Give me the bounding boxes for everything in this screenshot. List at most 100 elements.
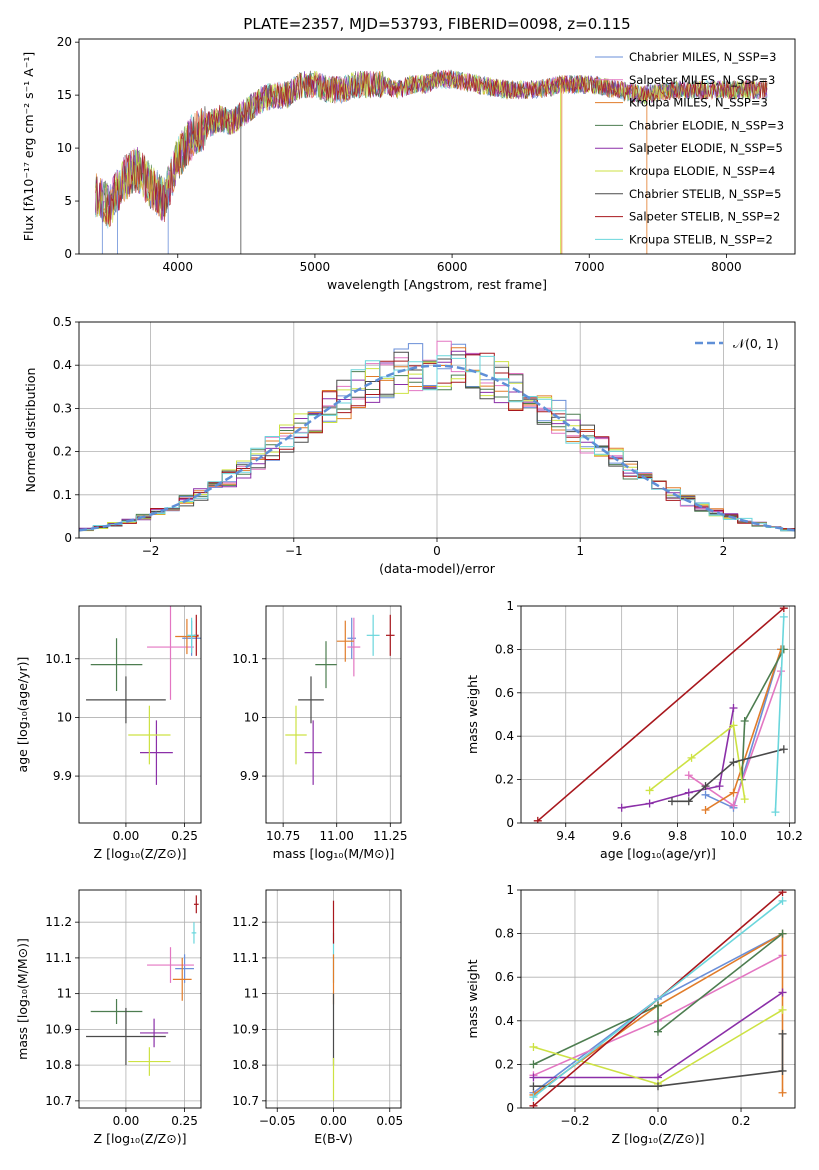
residual-legend: 𝒩(0, 1) (695, 336, 779, 351)
legend-label: Salpeter MILES, N_SSP=3 (629, 73, 775, 87)
x-axis-label: age [log₁₀(age/yr)] (600, 846, 716, 861)
x-tick-label: 6000 (437, 260, 468, 274)
weight-point (778, 890, 787, 897)
x-tick-label: 0 (433, 544, 441, 558)
weight-line (533, 1033, 784, 1087)
x-axis-label: wavelength [Angstrom, rest frame] (327, 277, 547, 292)
plot-area-age_vs_Z (86, 606, 201, 785)
weight-point (701, 782, 710, 791)
y-tick-label: 0.2 (495, 773, 514, 787)
x-tick-label: 4000 (162, 260, 193, 274)
axes-weight_vs_Z: −0.2 0.0 0.2 0 0.2 0.4 0.6 0.8 1 Z [log₁₀(Z/Z⊙)] m… (465, 883, 796, 1146)
x-tick-label: 0.25 (171, 829, 198, 843)
y-tick-label: 10 (57, 141, 72, 155)
plot-area-spectrum (95, 69, 768, 254)
plot-area-mass_vs_Z (86, 895, 199, 1076)
legend-label: Kroupa MILES, N_SSP=3 (629, 96, 768, 110)
x-tick-label: 0.2 (731, 1114, 750, 1128)
plot-area-weight_vs_Z (529, 890, 787, 1108)
axes-frame (520, 605, 796, 824)
x-tick-label: 5000 (300, 260, 331, 274)
y-axis-label: Flux [fλ10⁻¹⁷ erg cm⁻² s⁻¹ A⁻¹] (21, 52, 36, 241)
y-axis-label: age [log₁₀(age/yr)] (15, 657, 30, 773)
plot-area-age_vs_mass (285, 614, 395, 785)
y-tick-label: 0 (64, 531, 72, 545)
x-tick-label: 2 (720, 544, 728, 558)
x-tick-label: 9.8 (668, 829, 687, 843)
weight-point (529, 1042, 538, 1051)
weight-point (654, 1001, 662, 1010)
weight-point (684, 797, 693, 806)
weight-point (729, 703, 738, 712)
weight-point (729, 788, 738, 797)
axes-frame (78, 605, 202, 824)
x-tick-label: 0.25 (171, 1114, 198, 1128)
weight-point (654, 1082, 662, 1091)
y-tick-label: 10.1 (45, 652, 72, 666)
weight-point (684, 788, 693, 797)
y-tick-label: 11 (244, 987, 259, 1001)
x-tick-label: 9.4 (556, 829, 575, 843)
x-tick-label: −0.2 (560, 1114, 589, 1128)
weight-point (729, 801, 738, 810)
spectrum-line (95, 70, 768, 223)
histogram-series (79, 355, 795, 538)
normal-curve (79, 364, 795, 532)
x-axis-label: Z [log₁₀(Z/Z⊙)] (94, 1131, 187, 1146)
x-tick-label: 10.75 (266, 829, 300, 843)
y-tick-label: 0.3 (53, 401, 72, 415)
weight-point (529, 1060, 538, 1069)
plot-area-residuals (79, 340, 795, 538)
axes-frame (78, 321, 796, 539)
weight-line (649, 723, 746, 800)
weight-point (740, 717, 749, 726)
x-tick-label: 9.6 (612, 829, 631, 843)
x-tick-label: 0.00 (113, 829, 140, 843)
y-tick-label: 10.9 (232, 1022, 259, 1036)
x-axis-label: Z [log₁₀(Z/Z⊙)] (94, 846, 187, 861)
y-axis-label: mass weight (465, 675, 480, 754)
weight-point (729, 721, 738, 730)
y-tick-label: 0 (64, 247, 72, 261)
weight-point (533, 816, 542, 823)
legend-label: Salpeter ELODIE, N_SSP=5 (629, 141, 783, 155)
y-tick-label: 11.1 (232, 951, 259, 965)
y-axis-label: Normed distribution (23, 368, 38, 493)
x-tick-label: 0.00 (113, 1114, 140, 1128)
y-tick-label: 11.1 (45, 951, 72, 965)
y-axis-label: mass weight (465, 959, 480, 1038)
axes-age_vs_Z: 0.00 0.25 9.9 10 10.1 Z [log₁₀(Z/Z⊙)] age [log… (15, 605, 202, 861)
y-tick-label: 1 (506, 599, 514, 613)
y-tick-label: 15 (57, 88, 72, 102)
x-tick-label: 11.00 (320, 829, 354, 843)
x-tick-label: 8000 (711, 260, 742, 274)
y-tick-label: 11.2 (232, 915, 259, 929)
y-tick-label: 10.7 (45, 1094, 72, 1108)
x-tick-label: 1 (576, 544, 584, 558)
weight-point (645, 799, 654, 808)
x-axis-label: (data-model)/error (379, 561, 496, 576)
weight-point (771, 808, 780, 817)
x-axis-label: E(B-V) (314, 1131, 353, 1146)
weight-point (778, 929, 787, 938)
weight-point (529, 1082, 538, 1091)
y-tick-label: 0.5 (53, 315, 72, 329)
x-axis-label: mass [log₁₀(M/M⊙)] (273, 846, 395, 861)
y-tick-label: 9.9 (240, 769, 259, 783)
weight-line (774, 616, 785, 813)
weight-point (684, 771, 693, 780)
y-tick-label: 0.1 (53, 488, 72, 502)
x-tick-label: 10.0 (720, 829, 747, 843)
y-tick-label: 11 (57, 987, 72, 1001)
x-tick-label: 7000 (574, 260, 605, 274)
weight-point (701, 805, 710, 814)
y-tick-label: 9.9 (53, 769, 72, 783)
axes-frame (78, 889, 202, 1109)
weight-point (778, 1088, 787, 1097)
axes-frame (520, 889, 796, 1109)
weight-point (778, 1029, 787, 1038)
y-tick-label: 0.2 (53, 445, 72, 459)
y-tick-label: 10 (244, 710, 259, 724)
